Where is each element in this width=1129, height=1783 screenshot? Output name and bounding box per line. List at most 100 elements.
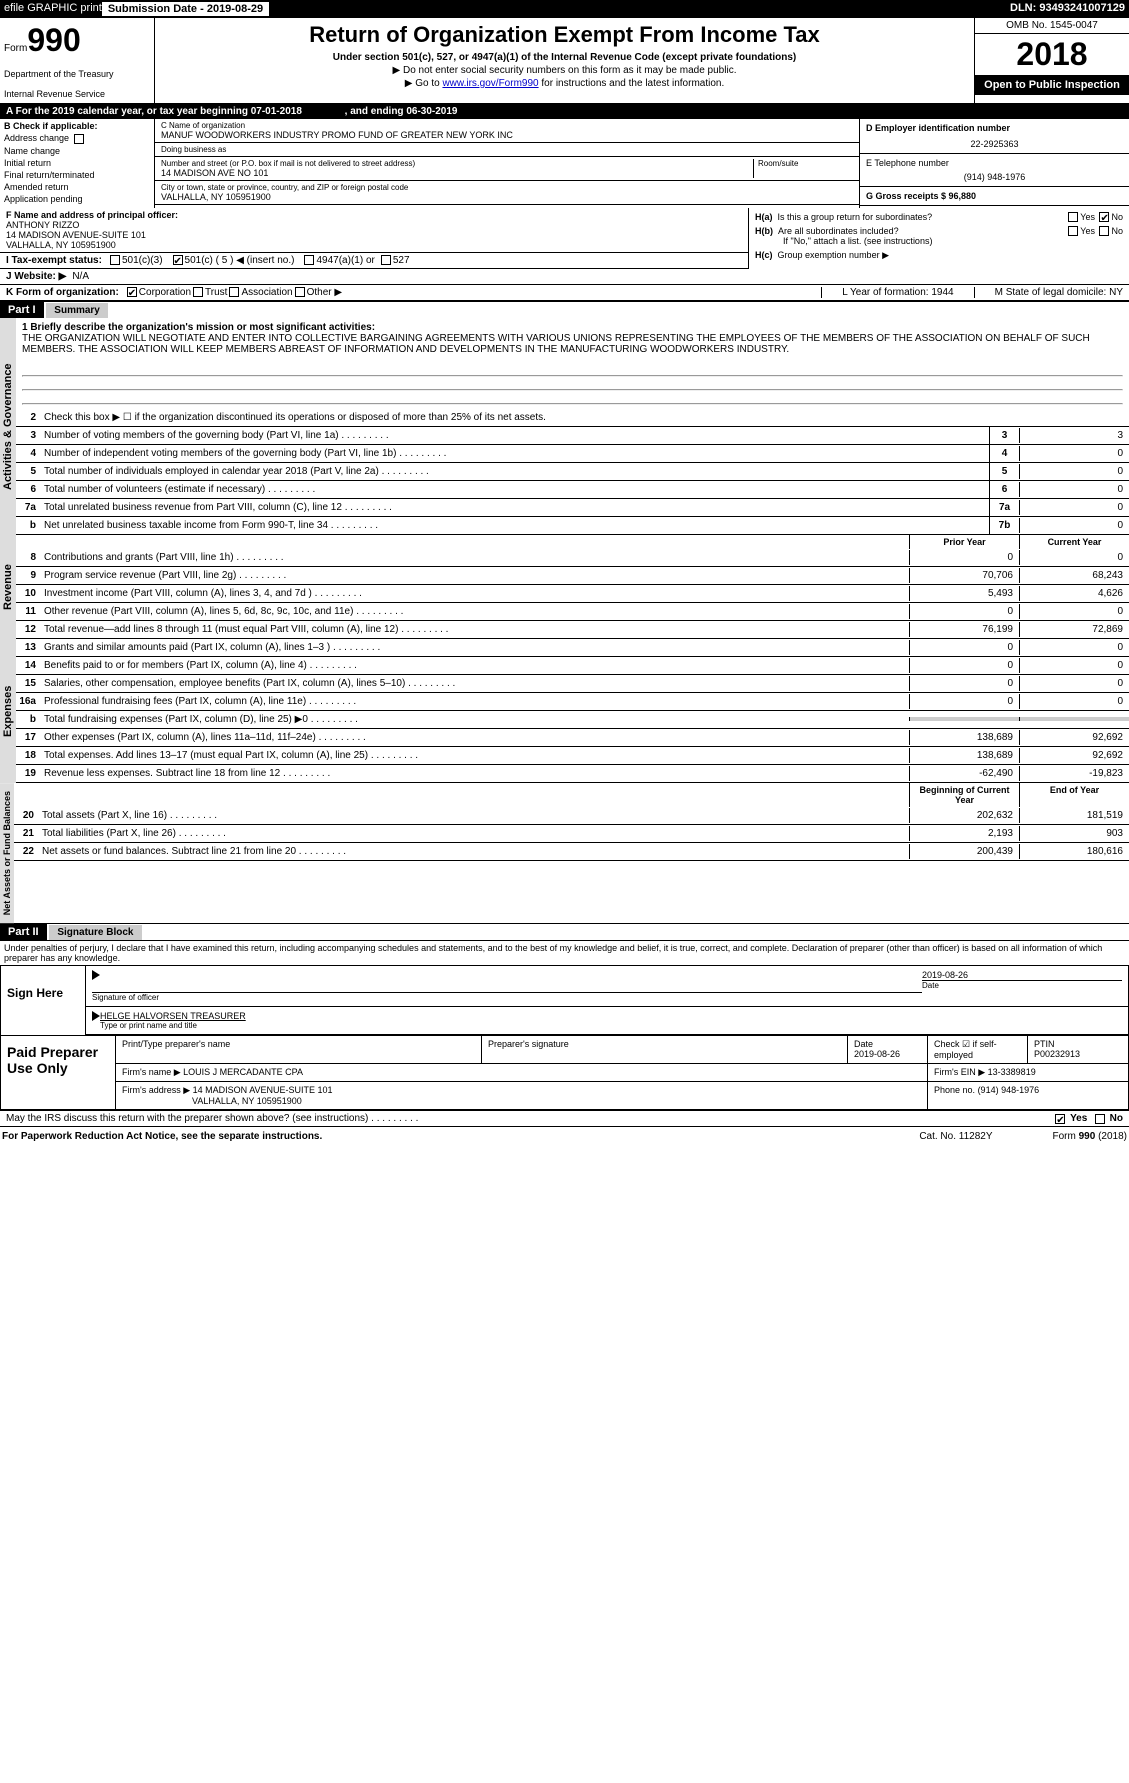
officer-addr1: 14 MADISON AVENUE-SUITE 101	[6, 230, 742, 240]
hb-note: If "No," attach a list. (see instruction…	[783, 236, 1123, 246]
sig-row: Signature of officer 2019-08-26Date	[86, 966, 1128, 1008]
line-15: 15Salaries, other compensation, employee…	[16, 675, 1129, 693]
name-row: HELGE HALVORSEN TREASURERType or print n…	[86, 1007, 1128, 1035]
ha: H(a) Is this a group return for subordin…	[755, 212, 1123, 222]
eoy-label: End of Year	[1019, 783, 1129, 807]
b-label: B Check if applicable:	[4, 121, 150, 131]
revenue-section: Revenue Prior Year Current Year 8Contrib…	[0, 535, 1129, 639]
street-box: Number and street (or P.O. box if mail i…	[155, 157, 859, 181]
subtitle: Under section 501(c), 527, or 4947(a)(1)…	[159, 52, 970, 63]
b-addr-change: Address change	[4, 133, 150, 144]
paperwork-notice: For Paperwork Reduction Act Notice, see …	[2, 1131, 919, 1142]
year-box: OMB No. 1545-0047 2018 Open to Public In…	[974, 18, 1129, 103]
footer: For Paperwork Reduction Act Notice, see …	[0, 1127, 1129, 1146]
l-year: L Year of formation: 1944	[821, 287, 973, 298]
instr2-post: for instructions and the latest informat…	[539, 78, 725, 89]
addr-row: Firm's address ▶ 14 MADISON AVENUE-SUITE…	[116, 1082, 1128, 1109]
f-label: F Name and address of principal officer:	[6, 210, 742, 220]
dln: DLN: 93493241007129	[1010, 2, 1125, 16]
name-label: C Name of organization	[161, 121, 853, 130]
prep-h5: PTIN	[1034, 1039, 1055, 1049]
sig-label: Signature of officer	[92, 992, 922, 1002]
b-final: Final return/terminated	[4, 170, 150, 180]
addr-label: Firm's address ▶	[122, 1085, 190, 1095]
a-label: A For the 2019 calendar year, or tax yea…	[6, 106, 302, 117]
col-d: D Employer identification number 22-2925…	[859, 119, 1129, 208]
prep-h1: Print/Type preparer's name	[122, 1039, 230, 1049]
4947-check	[304, 255, 314, 265]
line-19: 19Revenue less expenses. Subtract line 1…	[16, 765, 1129, 783]
prep-h2: Preparer's signature	[488, 1039, 569, 1049]
line-b: bNet unrelated business taxable income f…	[16, 517, 1129, 535]
g-label: G Gross receipts $ 96,880	[866, 191, 1123, 201]
penalties-text: Under penalties of perjury, I declare th…	[0, 940, 1129, 965]
street: 14 MADISON AVE NO 101	[161, 168, 753, 178]
efile-label: efile GRAPHIC print	[4, 2, 102, 16]
sign-date: 2019-08-26	[922, 970, 968, 980]
governance-section: Activities & Governance 1 Briefly descri…	[0, 318, 1129, 535]
py-cy-header: Prior Year Current Year	[16, 535, 1129, 549]
line-22: 22Net assets or fund balances. Subtract …	[14, 843, 1129, 861]
m-state: M State of legal domicile: NY	[974, 287, 1123, 298]
part1-label: Part I	[0, 302, 44, 318]
phone-label: Phone no.	[934, 1085, 975, 1095]
firm-name: LOUIS J MERCADANTE CPA	[183, 1067, 303, 1077]
city-label: City or town, state or province, country…	[161, 183, 853, 192]
main-title: Return of Organization Exempt From Incom…	[159, 22, 970, 48]
dba-label: Doing business as	[161, 145, 853, 154]
line-6: 6Total number of volunteers (estimate if…	[16, 481, 1129, 499]
prep-label: Paid Preparer Use Only	[1, 1036, 116, 1109]
fh-section: F Name and address of principal officer:…	[0, 208, 1129, 269]
form-number: 990	[27, 22, 80, 58]
line-12: 12Total revenue—add lines 8 through 11 (…	[16, 621, 1129, 639]
firm-label: Firm's name ▶	[122, 1067, 181, 1077]
netassets-section: Net Assets or Fund Balances Beginning of…	[0, 783, 1129, 923]
py-label: Prior Year	[909, 535, 1019, 549]
assoc-check	[229, 287, 239, 297]
line-18: 18Total expenses. Add lines 13–17 (must …	[16, 747, 1129, 765]
irs: Internal Revenue Service	[4, 89, 150, 99]
line-13: 13Grants and similar amounts paid (Part …	[16, 639, 1129, 657]
b-initial: Initial return	[4, 158, 150, 168]
prep-header-row: Print/Type preparer's name Preparer's si…	[116, 1036, 1128, 1064]
line-4: 4Number of independent voting members of…	[16, 445, 1129, 463]
e-label: E Telephone number	[866, 158, 1123, 168]
phone-box: E Telephone number (914) 948-1976	[860, 154, 1129, 187]
ptin: P00232913	[1034, 1049, 1080, 1059]
bcy-label: Beginning of Current Year	[909, 783, 1019, 807]
trust-check	[193, 287, 203, 297]
part1-subtitle: Summary	[46, 303, 108, 318]
form-prefix: Form	[4, 43, 27, 54]
dept: Department of the Treasury	[4, 69, 150, 79]
line-i: I Tax-exempt status: 501(c)(3) 501(c) ( …	[0, 253, 748, 269]
prep-date: 2019-08-26	[854, 1049, 900, 1059]
firm-ein: 13-3389819	[988, 1067, 1036, 1077]
preparer-block: Paid Preparer Use Only Print/Type prepar…	[0, 1036, 1129, 1110]
bcy-eoy-header: Beginning of Current Year End of Year	[14, 783, 1129, 807]
line-9: 9Program service revenue (Part VIII, lin…	[16, 567, 1129, 585]
line-5: 5Total number of individuals employed in…	[16, 463, 1129, 481]
rev-label: Revenue	[0, 535, 16, 639]
firm-row: Firm's name ▶ LOUIS J MERCADANTE CPA Fir…	[116, 1064, 1128, 1082]
k-label: K Form of organization:	[6, 287, 119, 298]
form-id-box: Form990 Department of the Treasury Inter…	[0, 18, 155, 103]
form-ref: Form 990 (2018)	[1053, 1131, 1127, 1142]
cat-no: Cat. No. 11282Y	[919, 1131, 992, 1142]
form990-link[interactable]: www.irs.gov/Form990	[442, 78, 538, 89]
org-name-box: C Name of organization MANUF WOODWORKERS…	[155, 119, 859, 143]
d-label: D Employer identification number	[866, 123, 1123, 133]
b-pending: Application pending	[4, 194, 150, 204]
col-b: B Check if applicable: Address change Na…	[0, 119, 155, 208]
line-a: A For the 2019 calendar year, or tax yea…	[0, 104, 1129, 119]
city-box: City or town, state or province, country…	[155, 181, 859, 205]
sign-date-label: Date	[922, 980, 1122, 990]
street-label: Number and street (or P.O. box if mail i…	[161, 159, 753, 168]
room-label: Room/suite	[758, 159, 853, 168]
gross-box: G Gross receipts $ 96,880	[860, 187, 1129, 206]
prep-h3: Date	[854, 1039, 873, 1049]
arrow-icon2	[92, 1011, 100, 1021]
signature-block: Sign Here Signature of officer 2019-08-2…	[0, 965, 1129, 1037]
part2-header: Part II Signature Block	[0, 923, 1129, 940]
officer-sig-name: HELGE HALVORSEN TREASURER	[100, 1011, 246, 1021]
line-8: 8Contributions and grants (Part VIII, li…	[16, 549, 1129, 567]
